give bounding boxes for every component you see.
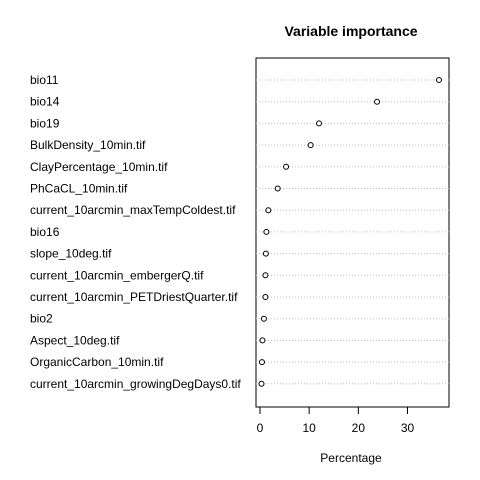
data-point	[262, 250, 269, 257]
x-tick-label: 30	[401, 421, 415, 435]
category-label: BulkDensity_10min.tif	[30, 138, 146, 152]
x-tick-label: 10	[302, 421, 316, 435]
data-point	[263, 228, 270, 235]
category-label: current_10arcmin_growingDegDays0.tif	[30, 377, 241, 391]
category-label: bio16	[30, 225, 60, 239]
category-label: current_10arcmin_PETDriestQuarter.tif	[30, 290, 238, 304]
category-label: current_10arcmin_embergerQ.tif	[30, 268, 204, 282]
chart-title: Variable importance	[284, 23, 417, 39]
data-point	[435, 77, 442, 83]
category-label: bio2	[30, 312, 53, 326]
category-label: PhCaCL_10min.tif	[30, 182, 128, 196]
x-axis: 0 10 20 30	[257, 406, 415, 435]
data-point	[283, 163, 290, 170]
category-label: bio14	[30, 95, 60, 109]
data-point	[258, 380, 265, 387]
data-point	[265, 207, 272, 214]
rows-group: bio11 bio14 bio19 BulkDensity_10min.tif Clay…	[30, 73, 449, 391]
data-point	[260, 315, 267, 322]
data-point	[316, 120, 322, 127]
category-label: current_10arcmin_maxTempColdest.tif	[30, 203, 236, 217]
data-point	[307, 142, 314, 149]
data-point	[274, 185, 281, 192]
x-tick-label: 20	[352, 421, 366, 435]
category-label: bio11	[30, 73, 59, 87]
category-label: Aspect_10deg.tif	[30, 333, 120, 347]
plot-frame	[255, 57, 450, 408]
data-point	[258, 359, 265, 366]
category-label: slope_10deg.tif	[30, 247, 112, 261]
data-point	[262, 272, 269, 279]
data-point	[259, 337, 266, 344]
category-label: bio19	[30, 116, 60, 130]
x-axis-label: Percentage	[320, 451, 382, 465]
x-tick-label: 0	[257, 421, 264, 435]
category-label: ClayPercentage_10min.tif	[30, 160, 168, 174]
category-label: OrganicCarbon_10min.tif	[30, 355, 164, 369]
data-point	[262, 294, 269, 300]
data-point	[374, 98, 381, 105]
